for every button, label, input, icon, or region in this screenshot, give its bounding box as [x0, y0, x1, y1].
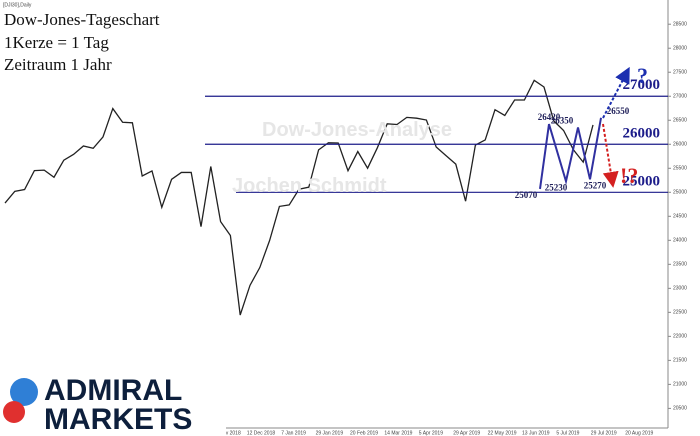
y-tick-label: 28000	[673, 46, 687, 52]
logo-text: MARKETS	[44, 403, 192, 436]
x-tick-label: 20 Aug 2019	[625, 430, 653, 436]
level-label: 26000	[623, 125, 661, 141]
x-tick-label: 29 Jan 2019	[316, 430, 344, 436]
wave-label: 25070	[515, 190, 538, 200]
y-tick-label: 26000	[673, 142, 687, 148]
y-tick-label: 22000	[673, 334, 687, 340]
x-tick-label: 29 Jul 2019	[591, 430, 617, 436]
note: Zeitraum 1 Jahr	[4, 55, 112, 74]
y-tick-label: 26500	[673, 118, 687, 124]
wave-label: 26350	[551, 116, 574, 126]
wave-label: 26550	[607, 106, 630, 116]
y-tick-label: 27000	[673, 94, 687, 100]
y-tick-label: 23000	[673, 286, 687, 292]
x-tick-label: 13 Jun 2019	[522, 430, 550, 436]
logo-dot	[10, 378, 38, 406]
y-tick-label: 24500	[673, 214, 687, 220]
header: [DJI30],Daily	[3, 2, 32, 8]
mark-layer: 27000 26000 25000 25070 26420 25230 26350 25270…	[4, 63, 668, 316]
wave-label: 25230	[545, 182, 568, 192]
x-tick-label: 5 Apr 2019	[419, 430, 443, 436]
logo-dot	[3, 401, 25, 423]
y-tick-label: 28500	[673, 22, 687, 28]
signal-down: !?	[620, 163, 638, 188]
x-tick-label: 20 Feb 2019	[350, 430, 378, 436]
y-tick-label: 25500	[673, 166, 687, 172]
y-tick-label: 27500	[673, 70, 687, 76]
x-tick-label: 7 Jan 2019	[281, 430, 306, 436]
level-label: 27000	[623, 77, 661, 93]
watermark: Dow-Jones-Analyse	[262, 119, 452, 141]
x-tick-label: 12 Dec 2018	[247, 430, 276, 436]
y-tick-label: 24000	[673, 238, 687, 244]
x-tick-label: 20 Nov 2018	[212, 430, 241, 436]
price-line	[4, 79, 594, 316]
note: 1Kerze = 1 Tag	[4, 33, 109, 52]
wave-line	[539, 117, 602, 190]
logo-text: ADMIRAL	[44, 374, 182, 407]
x-tick-label: 22 May 2019	[488, 430, 517, 436]
watermark: Jochen Schmidt	[232, 175, 387, 197]
logo-box	[0, 372, 226, 436]
x-tick-label: 5 Jul 2019	[556, 430, 579, 436]
y-tick-label: 23500	[673, 262, 687, 268]
y-tick-label: 22500	[673, 310, 687, 316]
y-tick-label: 21000	[673, 382, 687, 388]
down-arrow	[602, 123, 619, 188]
wave-label: 25270	[584, 180, 607, 190]
x-tick-label: 29 Apr 2019	[453, 430, 480, 436]
wave-label: 26420	[538, 112, 561, 122]
level-label: 25000	[623, 173, 661, 189]
x-tick-label: 14 Mar 2019	[384, 430, 412, 436]
y-tick-label: 20500	[673, 406, 687, 412]
up-arrow	[602, 66, 630, 119]
title: Dow-Jones-Tageschart	[4, 10, 160, 29]
y-tick-label: 21500	[673, 358, 687, 364]
signal-up: ?	[637, 63, 648, 88]
y-tick-label: 25000	[673, 190, 687, 196]
